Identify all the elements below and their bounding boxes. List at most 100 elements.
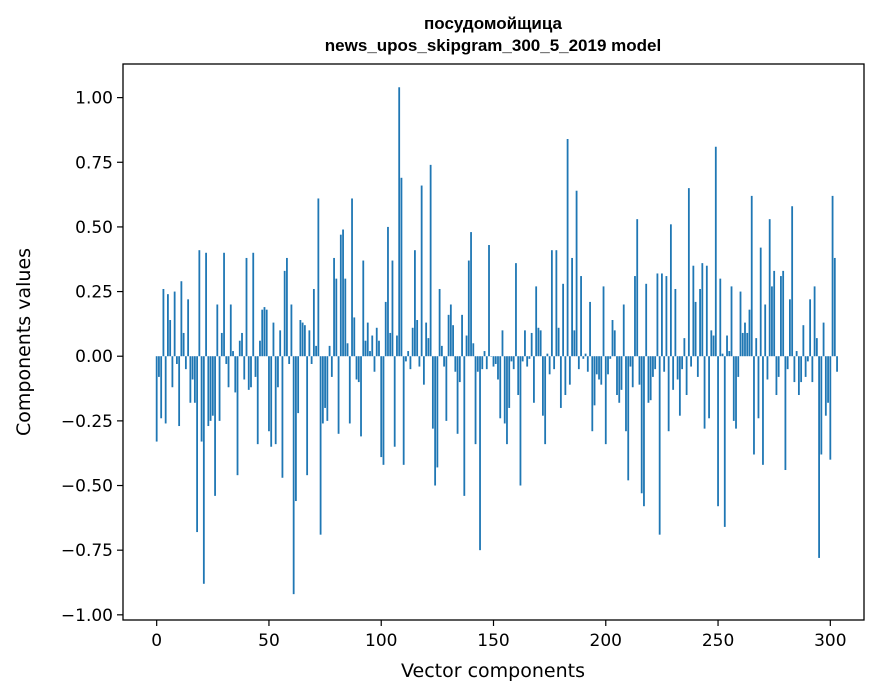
bar-133 — [454, 356, 457, 372]
bar-296 — [820, 356, 823, 455]
bar-197 — [598, 356, 600, 380]
bar-226 — [663, 356, 666, 372]
bar-258 — [735, 356, 737, 429]
bar-139 — [467, 260, 470, 357]
bar-208 — [622, 304, 625, 357]
bar-125 — [436, 356, 439, 468]
bar-228 — [667, 356, 670, 432]
bar-108 — [398, 87, 401, 357]
bar-3 — [162, 288, 165, 357]
bar-37 — [238, 340, 241, 357]
bar-16 — [191, 356, 194, 380]
bar-200 — [604, 356, 607, 445]
bar-18 — [196, 356, 198, 533]
bar-116 — [416, 320, 419, 357]
bar-233 — [678, 356, 681, 416]
bar-229 — [669, 224, 672, 357]
y-tick-label-3: −0.25 — [61, 412, 113, 432]
bar-187 — [575, 190, 578, 357]
bar-109 — [400, 177, 403, 357]
bar-28 — [218, 356, 221, 421]
bar-267 — [755, 338, 758, 357]
bar-269 — [759, 247, 762, 357]
bar-104 — [389, 332, 392, 357]
bar-52 — [272, 322, 275, 357]
bar-4 — [164, 356, 167, 424]
bar-53 — [274, 356, 277, 445]
bar-272 — [766, 356, 769, 380]
bar-214 — [636, 219, 639, 357]
bar-286 — [797, 356, 800, 396]
bar-48 — [263, 307, 266, 357]
bar-69 — [310, 356, 313, 364]
bar-241 — [696, 356, 699, 377]
bar-234 — [681, 356, 684, 370]
bar-127 — [440, 345, 443, 357]
bar-126 — [438, 288, 441, 357]
bar-235 — [683, 338, 686, 357]
bar-288 — [802, 325, 805, 357]
bar-261 — [741, 332, 744, 357]
bar-5 — [167, 294, 169, 357]
bar-137 — [463, 356, 466, 496]
bar-30 — [223, 252, 225, 357]
bar-178 — [555, 250, 558, 357]
bar-287 — [800, 356, 803, 383]
bar-84 — [344, 278, 347, 357]
bar-167 — [530, 332, 533, 357]
bar-218 — [645, 283, 648, 357]
bar-145 — [481, 356, 484, 370]
bar-205 — [616, 356, 618, 396]
bar-198 — [600, 356, 603, 385]
bar-20 — [200, 356, 203, 442]
bar-301 — [831, 195, 834, 357]
bar-70 — [312, 288, 315, 357]
bar-6 — [169, 320, 172, 357]
bar-193 — [589, 301, 591, 357]
bar-161 — [517, 356, 520, 396]
bar-290 — [806, 356, 809, 362]
bar-80 — [335, 278, 338, 357]
x-tick-label-150: 150 — [477, 631, 509, 651]
bar-182 — [564, 356, 567, 396]
bar-156 — [506, 356, 508, 445]
bar-119 — [422, 356, 425, 385]
bar-67 — [306, 356, 309, 476]
bar-95 — [369, 351, 371, 357]
bar-40 — [245, 257, 248, 357]
bar-277 — [777, 356, 780, 377]
bar-62 — [295, 356, 297, 502]
bar-111 — [405, 356, 407, 362]
bar-42 — [250, 356, 252, 388]
bar-132 — [452, 325, 454, 357]
bar-87 — [351, 198, 353, 357]
bar-39 — [243, 356, 246, 380]
bar-254 — [726, 335, 728, 357]
bar-248 — [712, 335, 715, 357]
bar-19 — [198, 250, 201, 357]
bar-73 — [319, 356, 322, 535]
bar-72 — [317, 198, 320, 357]
bar-23 — [207, 356, 210, 427]
y-tick-label-1: −0.75 — [61, 541, 113, 561]
bar-32 — [227, 356, 230, 388]
bar-165 — [526, 356, 529, 367]
bar-222 — [654, 356, 657, 370]
bar-9 — [175, 356, 178, 364]
bar-210 — [627, 356, 630, 481]
bar-192 — [586, 356, 589, 372]
bar-47 — [261, 309, 264, 357]
bar-93 — [364, 340, 367, 357]
bar-33 — [229, 304, 232, 357]
bar-21 — [202, 356, 205, 584]
bar-195 — [593, 356, 596, 406]
bar-121 — [427, 338, 430, 357]
bar-38 — [241, 332, 243, 357]
bar-282 — [789, 299, 791, 357]
bar-237 — [687, 188, 690, 357]
bar-25 — [211, 356, 214, 416]
bar-299 — [827, 356, 829, 403]
bar-284 — [793, 356, 796, 383]
bar-86 — [348, 356, 351, 424]
bar-176 — [550, 250, 553, 357]
